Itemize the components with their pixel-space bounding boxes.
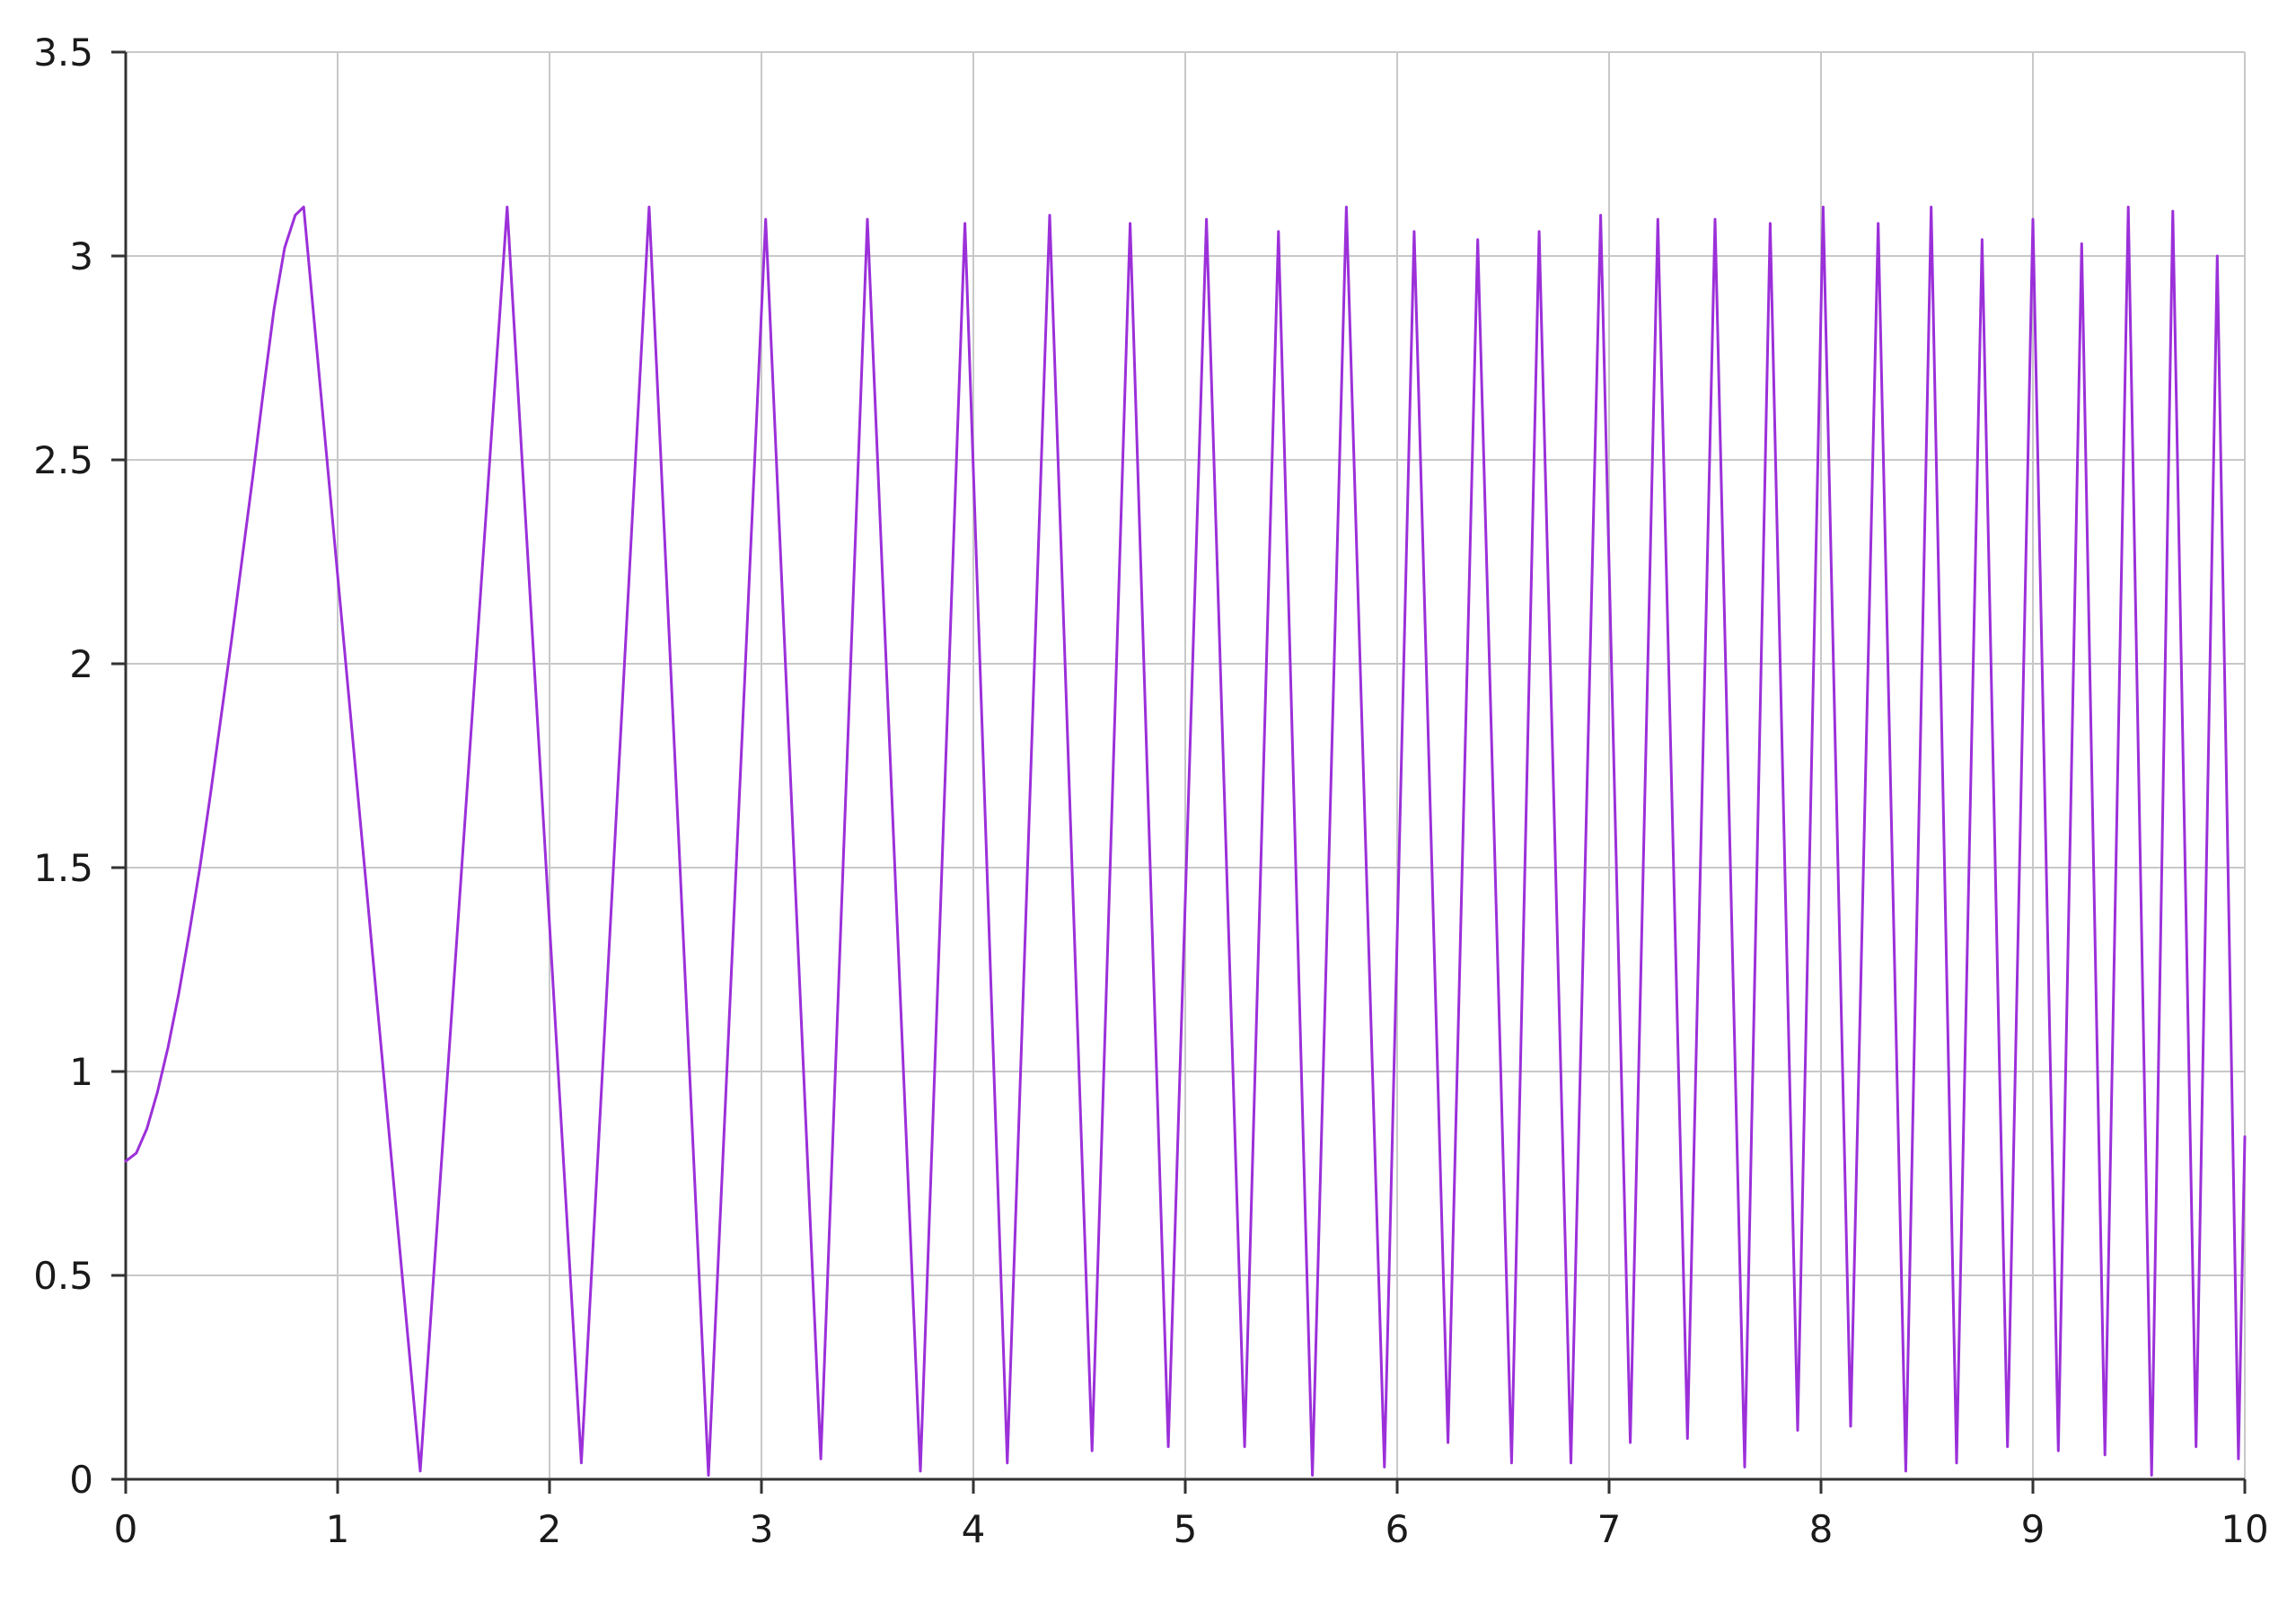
x-tick-label: 1 — [326, 1507, 350, 1551]
tick-labels: 0 1 2 3 4 5 6 7 8 9 10 0 0.5 1 1.5 2 2.5 3 3.5 — [33, 31, 2269, 1551]
x-tick-label: 10 — [2221, 1507, 2268, 1551]
x-tick-label: 9 — [2021, 1507, 2045, 1551]
grid — [126, 51, 2246, 1479]
x-tick-label: 2 — [538, 1507, 562, 1551]
y-tick-label: 2 — [69, 642, 93, 686]
x-tick-label: 3 — [750, 1507, 774, 1551]
x-tick-label: 7 — [1597, 1507, 1622, 1551]
x-tick-label: 4 — [962, 1507, 986, 1551]
axes — [111, 50, 2247, 1494]
y-tick-label: 2.5 — [33, 438, 93, 482]
y-tick-label: 1.5 — [33, 846, 93, 890]
y-tick-label: 3 — [69, 234, 93, 278]
x-tick-label: 8 — [1809, 1507, 1834, 1551]
x-tick-label: 5 — [1174, 1507, 1198, 1551]
y-tick-label: 3.5 — [33, 31, 93, 75]
series-line-1 — [124, 206, 2247, 1477]
x-tick-label: 0 — [114, 1507, 138, 1551]
series-layer — [124, 206, 2247, 1477]
y-tick-label: 0 — [69, 1458, 93, 1502]
x-tick-label: 6 — [1386, 1507, 1410, 1551]
y-tick-label: 0.5 — [33, 1254, 93, 1298]
y-tick-label: 1 — [69, 1050, 93, 1094]
